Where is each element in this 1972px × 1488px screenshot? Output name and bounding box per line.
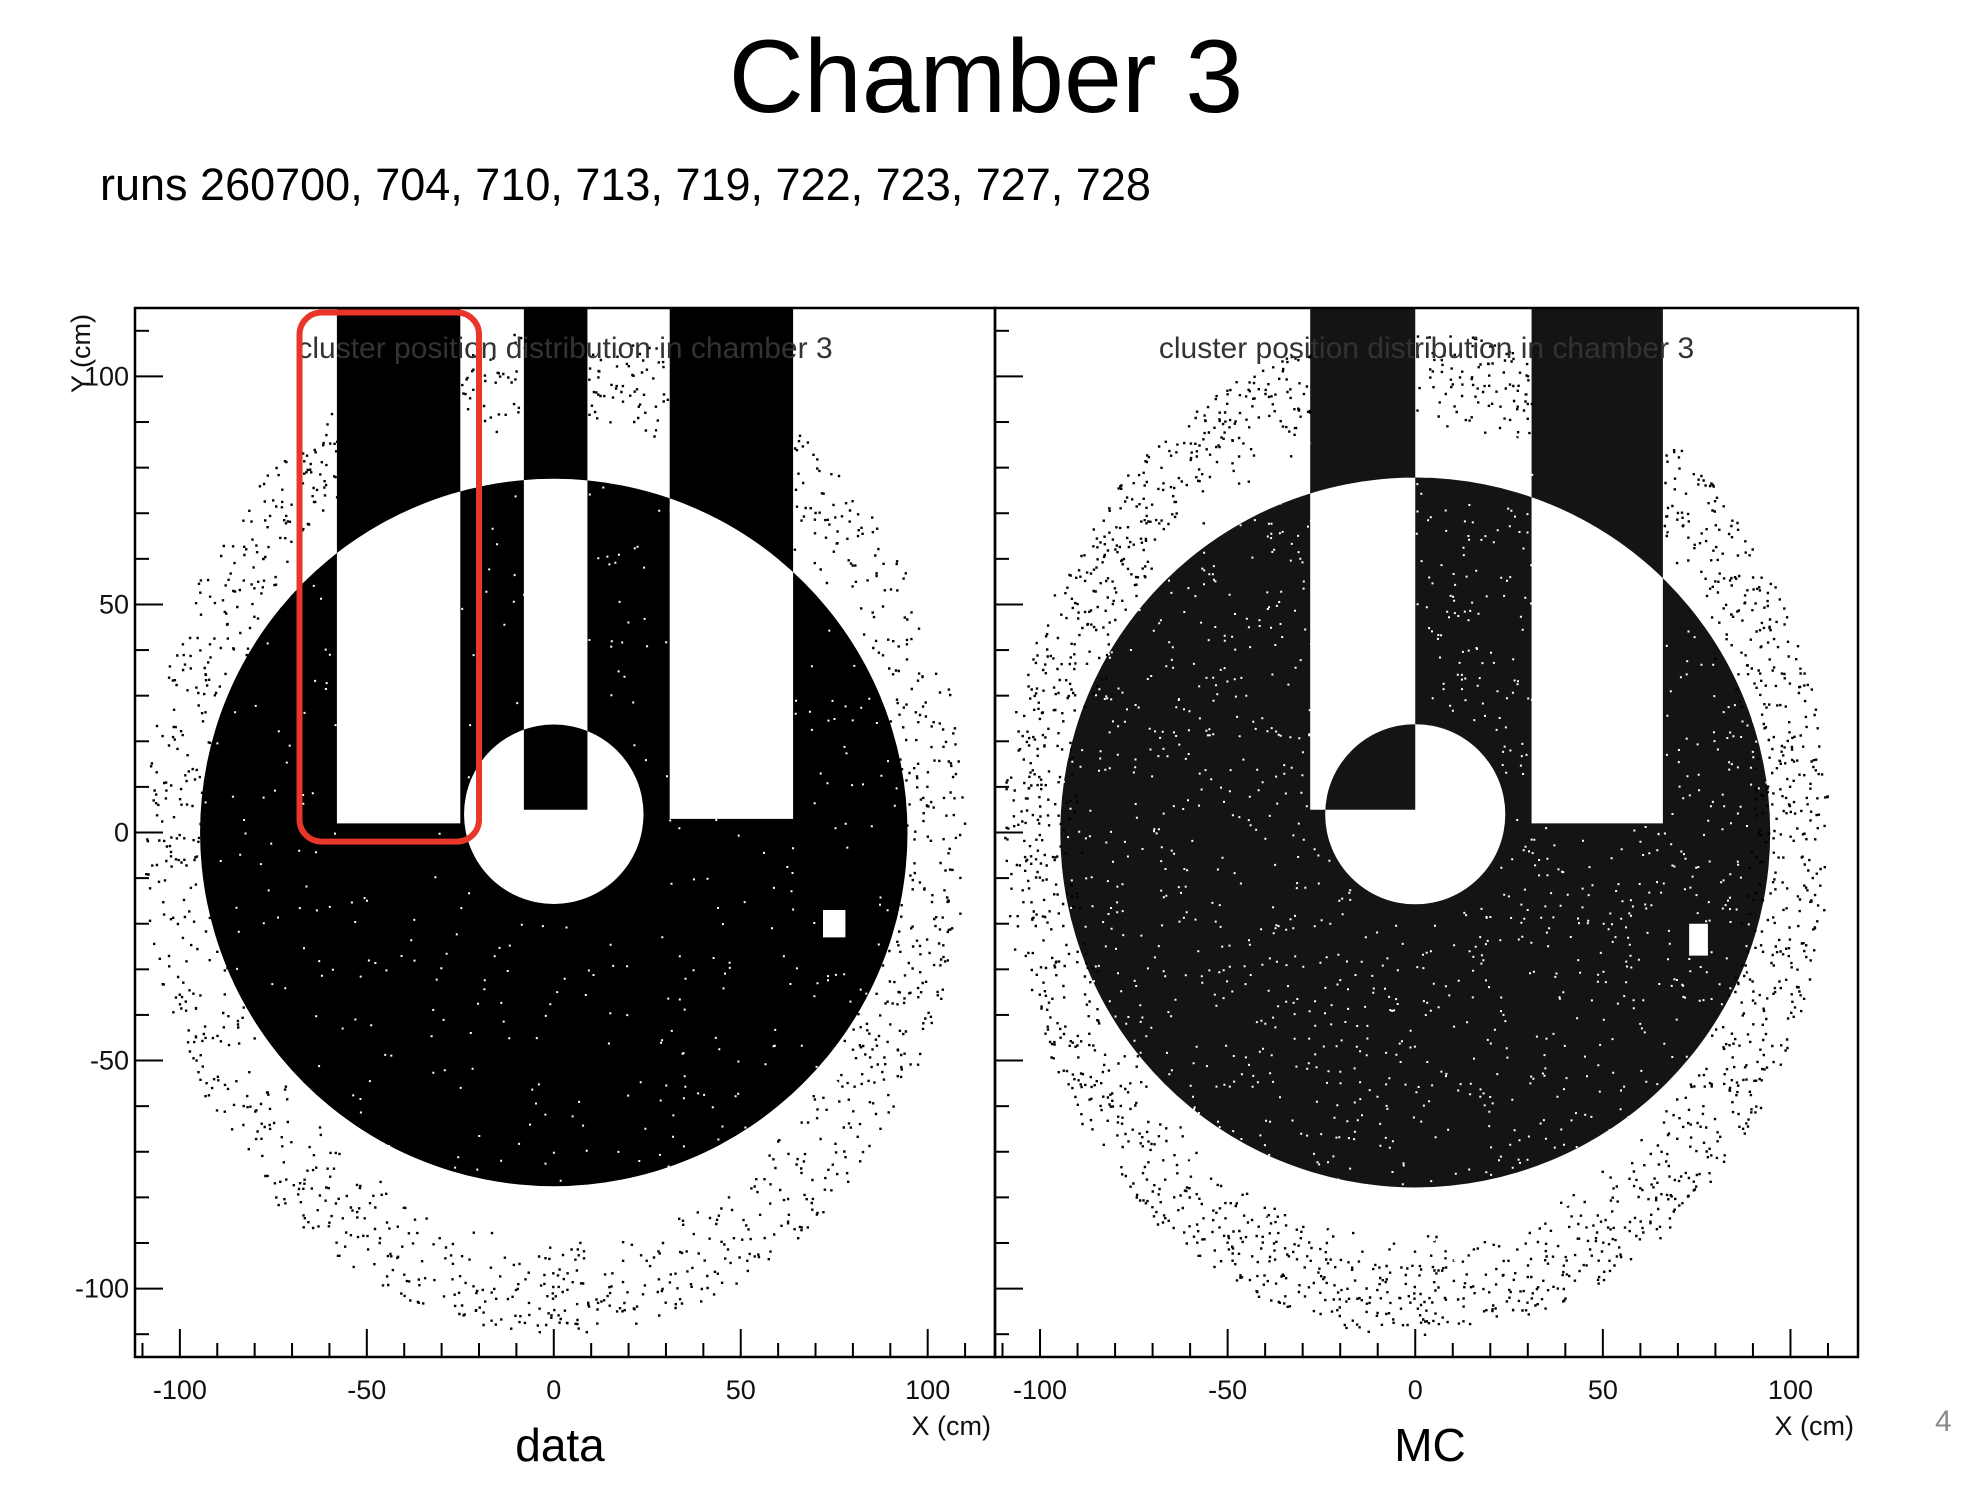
page-number: 4 <box>1935 1405 1952 1438</box>
y-tick-label: 100 <box>84 361 129 391</box>
y-tick-label: 50 <box>99 589 129 619</box>
runs-subtitle: runs 260700, 704, 710, 713, 719, 722, 72… <box>100 159 1151 210</box>
panel-title: cluster position distribution in chamber… <box>1159 332 1694 365</box>
panel-title: cluster position distribution in chamber… <box>297 332 832 365</box>
dense-core <box>1060 308 1771 1188</box>
x-axis-label: X (cm) <box>912 1411 991 1441</box>
x-tick-label: -50 <box>347 1375 386 1405</box>
mc-panel: -100 -50 0 50 100 X (cm) cluster position dist… <box>993 306 1860 1441</box>
x-axis-label: X (cm) <box>1775 1411 1854 1441</box>
y-tick-label: -100 <box>75 1274 129 1304</box>
highlight-box <box>296 309 482 845</box>
x-tick-label: -50 <box>1208 1375 1247 1405</box>
x-tick-label: 50 <box>726 1375 756 1405</box>
x-tick-label: -100 <box>153 1375 207 1405</box>
x-tick-label: 100 <box>905 1375 950 1405</box>
data-caption: data <box>515 1419 605 1471</box>
x-tick-label: 50 <box>1588 1375 1618 1405</box>
scatter-points <box>1004 308 1829 1336</box>
x-tick-label: 0 <box>546 1375 561 1405</box>
x-tick-label: 0 <box>1408 1375 1423 1405</box>
x-tick-label: -100 <box>1013 1375 1067 1405</box>
scatter-points <box>145 308 967 1334</box>
mc-caption: MC <box>1394 1419 1466 1471</box>
y-tick-label: 0 <box>114 818 129 848</box>
dense-core <box>200 308 908 1187</box>
y-tick-label: -50 <box>90 1046 129 1076</box>
y-axis-label: Y (cm) <box>66 314 96 393</box>
x-tick-label: 100 <box>1768 1375 1813 1405</box>
slide-title: Chamber 3 <box>728 19 1244 135</box>
